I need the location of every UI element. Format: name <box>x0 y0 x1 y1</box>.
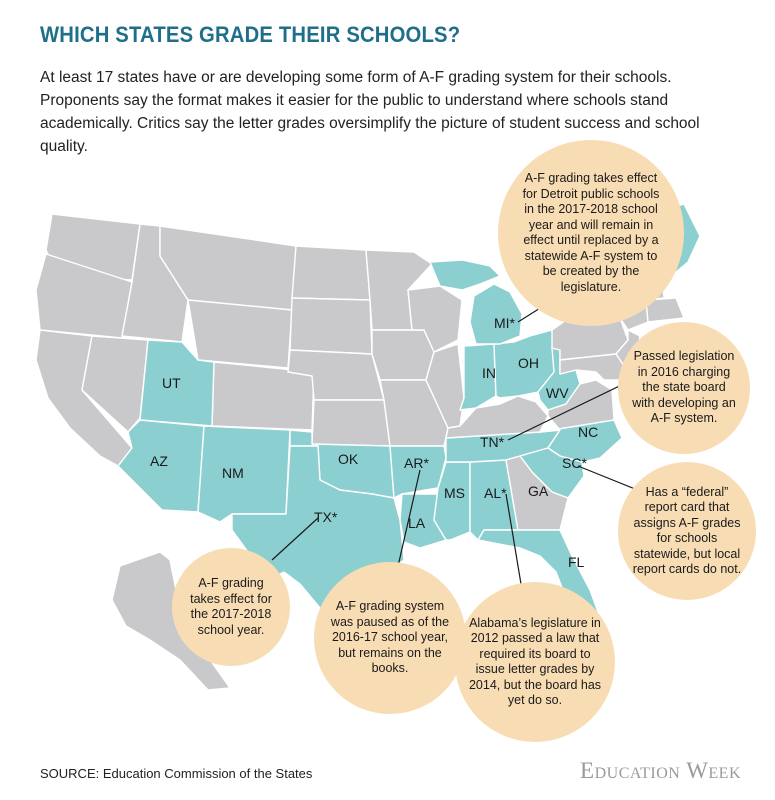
callout-texas: A-F grading takes effect for the 2017-20… <box>172 548 290 666</box>
label-az: AZ <box>150 453 168 469</box>
state-massachusetts-connecticut <box>645 297 685 323</box>
callout-alabama: Alabama’s legislature in 2012 passed a l… <box>455 582 615 742</box>
label-ms: MS <box>444 485 465 501</box>
label-in: IN <box>482 365 496 381</box>
label-al: AL* <box>484 485 507 501</box>
label-tn: TN* <box>480 434 505 450</box>
label-oh: OH <box>518 355 539 371</box>
label-sc: SC* <box>562 455 587 471</box>
label-ut: UT <box>162 375 181 391</box>
state-wisconsin <box>407 285 463 353</box>
source-note: SOURCE: Education Commission of the Stat… <box>40 766 313 781</box>
state-kentucky <box>445 395 549 439</box>
label-la: LA <box>408 515 426 531</box>
state-new-mexico <box>197 425 291 523</box>
state-iowa <box>371 329 435 381</box>
state-wyoming <box>187 299 293 369</box>
callout-michigan: A-F grading takes effect for Detroit pub… <box>498 140 684 326</box>
label-fl: FL <box>568 554 585 570</box>
state-nevada <box>81 335 149 433</box>
label-nc: NC <box>578 424 598 440</box>
intro-text: At least 17 states have or are developin… <box>40 69 700 155</box>
page-title: WHICH STATES GRADE THEIR SCHOOLS? <box>40 22 461 47</box>
education-week-logo: Education Week <box>580 758 741 783</box>
state-michigan-upper <box>429 259 501 291</box>
callout-south-carolina: Has a “federal” report card that assigns… <box>618 462 756 600</box>
state-south-dakota <box>289 297 373 355</box>
label-nm: NM <box>222 465 244 481</box>
label-ok: OK <box>338 451 359 467</box>
label-wv: WV <box>546 385 569 401</box>
callout-arkansas: A-F grading system was paused as of the … <box>314 562 466 714</box>
label-tx: TX* <box>314 509 338 525</box>
state-michigan-lower <box>469 283 523 345</box>
label-ga: GA <box>528 483 549 499</box>
state-kansas <box>311 399 391 447</box>
state-oregon <box>35 253 133 339</box>
label-mi: MI* <box>494 315 516 331</box>
state-north-dakota <box>291 245 371 301</box>
label-ar: AR* <box>404 455 429 471</box>
state-maryland <box>559 353 625 381</box>
callout-tennessee: Passed legislation in 2016 charging the … <box>618 322 750 454</box>
